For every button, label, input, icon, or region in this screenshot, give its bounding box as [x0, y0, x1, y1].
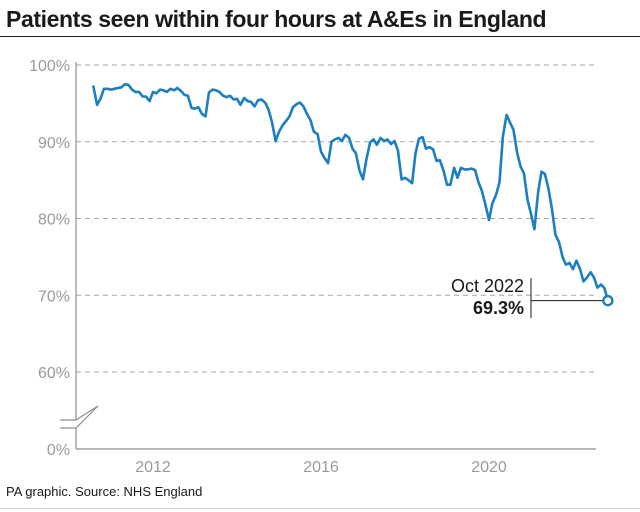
x-tick-label: 2016 — [303, 459, 339, 476]
y-axis-break-marker — [60, 405, 99, 429]
latest-point-marker — [602, 294, 614, 307]
x-tick-label: 2020 — [471, 459, 507, 476]
y-axis-ticks: 100% 90% 80% 70% 60% 0% — [29, 58, 70, 459]
annotation-date-label: Oct 2022 — [451, 276, 524, 296]
x-axis-ticks: 2012 2016 2020 — [135, 459, 507, 476]
series-line — [92, 82, 610, 302]
gridlines — [75, 62, 596, 450]
y-tick-label: 80% — [38, 212, 70, 229]
y-tick-label: 100% — [29, 58, 70, 75]
title-divider — [0, 36, 640, 37]
y-tick-label: 0% — [47, 442, 70, 459]
source-note: PA graphic. Source: NHS England — [6, 484, 203, 499]
y-tick-label: 70% — [38, 288, 70, 305]
chart-title: Patients seen within four hours at A&Es … — [6, 6, 547, 32]
y-tick-label: 90% — [38, 135, 70, 152]
y-tick-label: 60% — [38, 365, 70, 382]
x-tick-label: 2012 — [135, 459, 171, 476]
annotation-value-label: 69.3% — [473, 298, 524, 318]
series — [92, 82, 610, 302]
bottom-divider — [0, 508, 640, 509]
